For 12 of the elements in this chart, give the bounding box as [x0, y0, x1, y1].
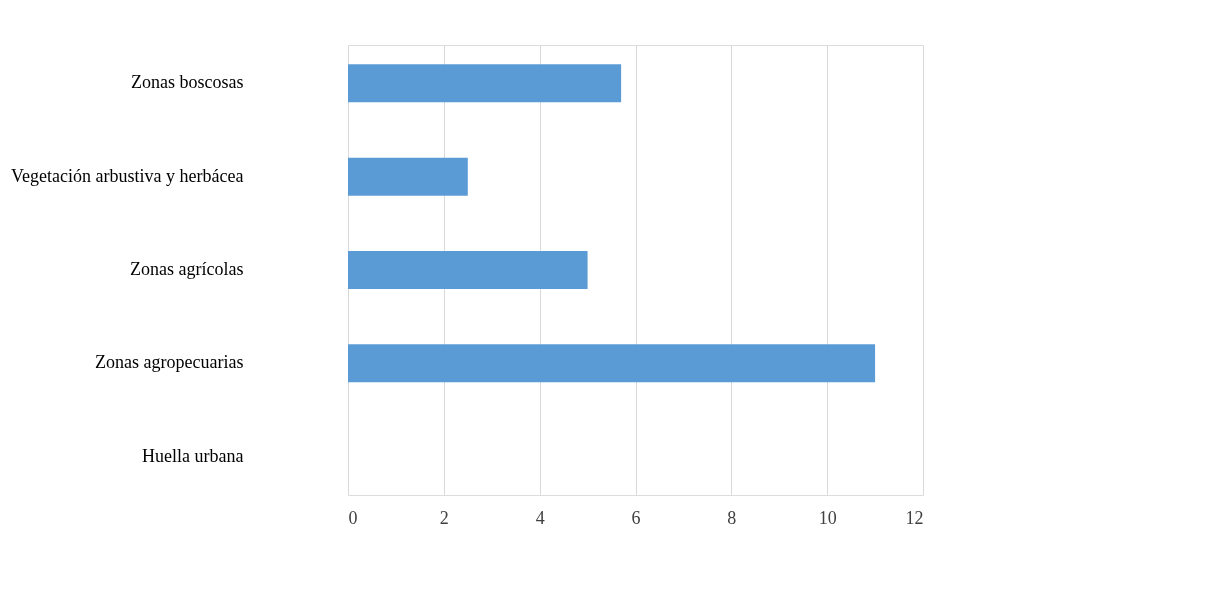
- x-tick-label: 4: [535, 507, 545, 528]
- x-tick-label: 8: [727, 507, 737, 528]
- x-tick-label: 12: [905, 507, 924, 528]
- y-tick-label: Zonas boscosas: [131, 72, 244, 93]
- x-tick-label: 2: [439, 507, 449, 528]
- y-tick-label: Zonas agrícolas: [130, 259, 244, 279]
- y-tick-label: Vegetación arbustiva y herbácea: [11, 165, 244, 186]
- y-tick-label: Zonas agropecuarias: [95, 352, 244, 373]
- x-tick-label: 10: [818, 507, 837, 528]
- y-tick-label: Huella urbana: [142, 445, 244, 466]
- x-tick-label: 6: [631, 507, 641, 528]
- x-tick-label: 0: [348, 507, 358, 528]
